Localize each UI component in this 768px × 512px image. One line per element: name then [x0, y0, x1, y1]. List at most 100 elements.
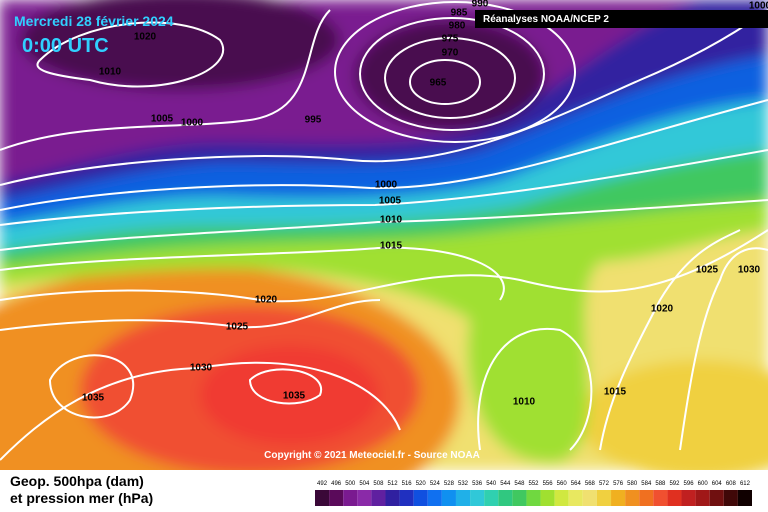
isobar: [0, 299, 381, 331]
legend-label: 568: [585, 481, 596, 487]
isobar-label: 990: [472, 0, 489, 10]
isobar-label: 1035: [283, 391, 306, 402]
legend-label: 588: [655, 481, 666, 487]
field-area: [20, 0, 340, 90]
legend-swatch: [470, 490, 485, 506]
legend-swatch: [681, 490, 696, 506]
legend-label: 560: [557, 481, 568, 487]
isobar: [334, 1, 576, 143]
legend-swatch: [343, 490, 358, 506]
isobar-label: 975: [442, 34, 459, 45]
legend-label: 596: [684, 481, 695, 487]
isobar: [0, 9, 768, 186]
time-label: 0:00 UTC: [22, 35, 109, 57]
isobar: [359, 17, 545, 131]
legend-label: 492: [317, 481, 328, 487]
isobar: [679, 247, 768, 451]
isobar: [0, 149, 768, 226]
source-banner: [475, 10, 768, 28]
isobar-label: 1020: [651, 304, 674, 315]
isobar: [477, 327, 593, 451]
legend-label: 504: [359, 481, 370, 487]
legend-label: 552: [528, 481, 539, 487]
legend-swatch: [611, 490, 626, 506]
legend-swatch: [582, 490, 597, 506]
isobar: [48, 354, 134, 419]
legend-swatch: [315, 490, 330, 506]
isobar: [0, 9, 331, 151]
footer-title: Geop. 500hpa (dam): [10, 473, 144, 489]
isobar-label: 985: [451, 8, 468, 19]
legend-label: 556: [543, 481, 554, 487]
legend-label: 532: [458, 481, 469, 487]
legend-label: 508: [373, 481, 384, 487]
isobar: [0, 246, 505, 301]
legend-label: 520: [416, 481, 427, 487]
date-label: Mercredi 28 février 2024: [14, 13, 174, 29]
legend-label: 500: [345, 481, 356, 487]
isobar-label: 1015: [380, 241, 403, 252]
footer-subtitle: et pression mer (hPa): [10, 490, 153, 506]
isobar: [0, 229, 768, 303]
isobar-label: 1025: [226, 322, 249, 333]
field-area: [200, 345, 380, 445]
copyright: Copyright © 2021 Meteociel.fr - Source N…: [264, 450, 480, 461]
isobar-label: 1035: [82, 393, 105, 404]
legend-label: 572: [599, 481, 610, 487]
legend-swatch: [695, 490, 710, 506]
isobar-label: 1020: [255, 295, 278, 306]
isobar-label: 1010: [380, 215, 403, 226]
legend-swatch: [667, 490, 682, 506]
legend-label: 544: [500, 481, 511, 487]
isobar: [599, 229, 741, 451]
legend-swatch: [737, 490, 752, 506]
isobars: [0, 1, 768, 461]
legend-swatch: [413, 490, 428, 506]
legend-swatch: [357, 490, 372, 506]
isobar-label: 980: [449, 21, 466, 32]
legend-label: 496: [331, 481, 342, 487]
isobar-label: 1020: [134, 32, 157, 43]
legend-swatch: [723, 490, 738, 506]
color-legend: 492 496 500 504 508 512 516 520 524 528 532 536 540 5…: [315, 481, 752, 506]
legend-label: 536: [472, 481, 483, 487]
legend-label: 512: [388, 481, 399, 487]
legend-swatch: [568, 490, 583, 506]
legend-swatch: [540, 490, 555, 506]
legend-swatch: [639, 490, 654, 506]
isobar: [0, 199, 768, 251]
legend-label: 516: [402, 481, 413, 487]
legend-label: 548: [514, 481, 525, 487]
legend-swatch: [385, 490, 400, 506]
legend-swatch: [399, 490, 414, 506]
legend-label: 528: [444, 481, 455, 487]
legend-swatch: [554, 490, 569, 506]
isobar-label: 1000: [375, 180, 398, 191]
legend-swatch: [484, 490, 499, 506]
isobar-label: 1030: [190, 363, 213, 374]
isobar-label: 1005: [379, 196, 402, 207]
legend-swatch: [441, 490, 456, 506]
legend-label: 604: [712, 481, 723, 487]
source-label: Réanalyses NOAA/NCEP 2: [483, 14, 609, 25]
legend-swatch: [653, 490, 668, 506]
isobar: [0, 361, 401, 461]
isobar: [248, 368, 323, 405]
legend-label: 592: [669, 481, 680, 487]
isobar-labels: 1020 1010 1005 1000 995 990 985 980 975 970 965 100…: [82, 0, 768, 408]
legend-label: 540: [486, 481, 497, 487]
legend-label: 524: [430, 481, 441, 487]
isobar-label: 1030: [738, 265, 761, 276]
legend-label: 608: [726, 481, 737, 487]
isobar-label: 1005: [151, 114, 174, 125]
field-area: [355, 20, 545, 130]
legend-label: 580: [627, 481, 638, 487]
isobar-label: 1015: [604, 387, 627, 398]
legend-label: 576: [613, 481, 624, 487]
legend-swatch: [498, 490, 513, 506]
isobar: [36, 21, 224, 88]
legend-swatch: [709, 490, 724, 506]
legend-swatch: [427, 490, 442, 506]
field-area: [580, 360, 768, 480]
isobar: [409, 59, 481, 105]
